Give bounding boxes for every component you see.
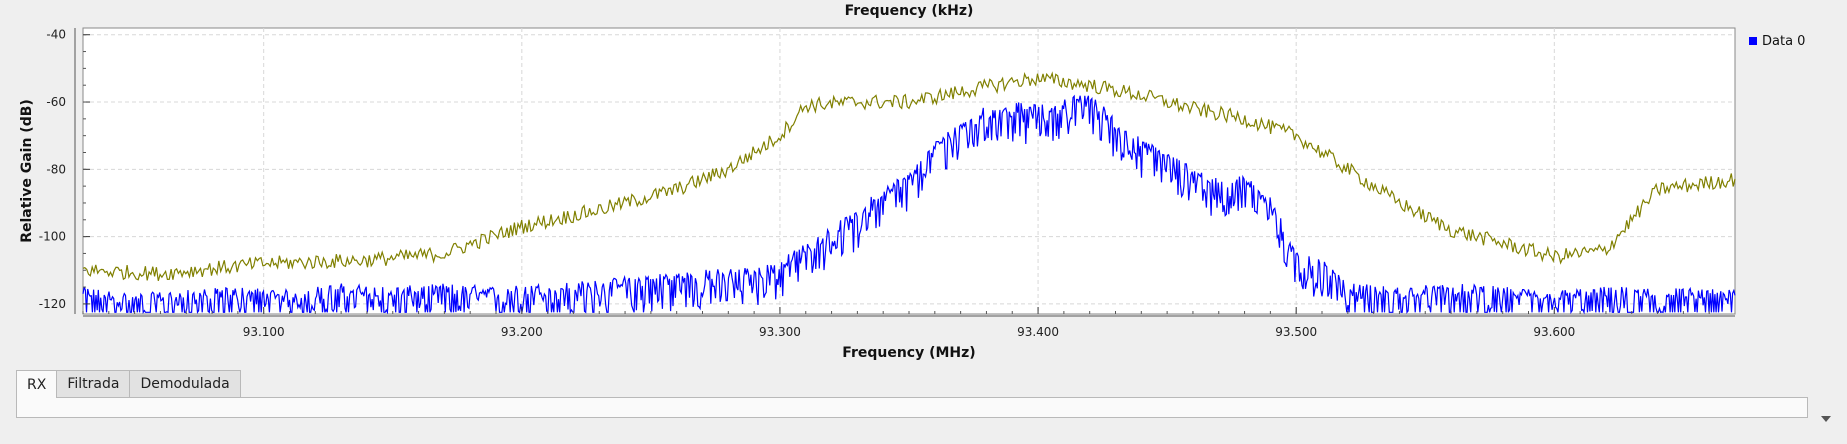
tab-filtrada[interactable]: Filtrada [56,370,131,397]
chart-title: Frequency (kHz) [845,3,974,19]
x-tick-label: 93.100 [243,325,285,339]
y-tick-label: -120 [39,297,66,311]
x-tick-label: 93.400 [1017,325,1059,339]
tab-rx[interactable]: RX [16,370,58,398]
grid-lines [83,28,1735,314]
x-tick-label: 93.500 [1275,325,1317,339]
frequency-plot[interactable]: 93.100 93.200 93.300 93.400 93.500 93.600 -40 -… [0,0,1847,360]
axes: 93.100 93.200 93.300 93.400 93.500 93.600 -40 -… [39,28,1735,339]
tab-bar: RX Filtrada Demodulada [16,370,241,398]
scroll-down-icon[interactable] [1821,416,1831,422]
legend-swatch [1749,37,1757,45]
series-data-0-line [82,94,1736,315]
x-tick-label: 93.200 [501,325,543,339]
x-tick-label: 93.300 [759,325,801,339]
tab-demodulada[interactable]: Demodulada [129,370,241,397]
y-tick-label: -40 [46,28,66,42]
series-reference-line [82,71,1736,281]
y-axis-label: Relative Gain (dB) [19,99,35,243]
x-tick-label: 93.600 [1533,325,1575,339]
y-tick-label: -100 [39,230,66,244]
y-tick-label: -60 [46,95,66,109]
tab-panel [16,397,1808,418]
series-lines [82,71,1736,315]
y-tick-label: -80 [46,162,66,176]
plot-area [82,27,1736,315]
legend-entry: Data 0 [1762,34,1805,49]
x-axis-label: Frequency (MHz) [842,345,975,360]
legend[interactable]: Data 0 [1749,34,1805,49]
